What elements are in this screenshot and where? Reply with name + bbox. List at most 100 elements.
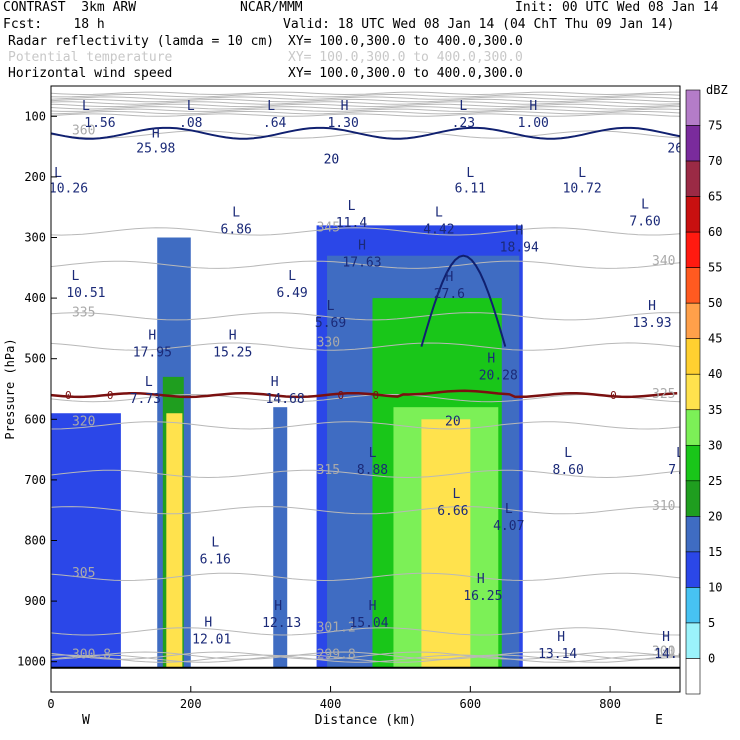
extremum-label: 8.60 xyxy=(553,463,584,478)
extremum-label: 15.25 xyxy=(213,345,252,360)
extremum-label: H xyxy=(148,328,156,343)
colorbar-level-label: 0 xyxy=(708,651,715,665)
freezing-level-label: 0 xyxy=(610,389,617,402)
extremum-label: 12.01 xyxy=(192,633,231,648)
extremum-label: H xyxy=(515,223,523,238)
y-axis-title: Pressure (hPa) xyxy=(3,338,17,439)
theta-contour-upper xyxy=(51,96,680,100)
colorbar-level-label: 65 xyxy=(708,190,722,204)
extremum-label: 6.11 xyxy=(455,182,486,197)
theta-contour xyxy=(51,654,680,663)
colorbar-level-label: 55 xyxy=(708,261,722,275)
extremum-label: H xyxy=(648,299,656,314)
theta-contour xyxy=(51,130,680,139)
extremum-label: L xyxy=(267,99,275,114)
colorbar-swatch xyxy=(685,516,701,553)
extremum-label: L xyxy=(82,99,90,114)
colorbar-level-label: 70 xyxy=(708,154,722,168)
colorbar-swatch xyxy=(685,160,701,197)
colorbar-swatch xyxy=(685,267,701,304)
colorbar-level-label: 75 xyxy=(708,119,722,133)
freezing-level-label: 0 xyxy=(372,389,379,402)
extremum-label: H xyxy=(229,328,237,343)
colorbar-level-label: 60 xyxy=(708,225,722,239)
extremum-label: L xyxy=(435,205,443,220)
y-tick-label: 500 xyxy=(24,352,46,366)
reflectivity-column xyxy=(51,413,121,668)
x-tick-label: 800 xyxy=(599,697,621,711)
extremum-label: H xyxy=(557,630,565,645)
extremum-label: .64 xyxy=(263,116,287,131)
colorbar-swatch xyxy=(685,125,701,162)
theta-contour-label: 301.2 xyxy=(317,620,356,635)
extremum-label: H xyxy=(487,351,495,366)
field-xy-theta: XY= 100.0,300.0 to 400.0,300.0 xyxy=(288,50,523,65)
colorbar-unit: dBZ xyxy=(706,83,728,97)
extremum-label: L xyxy=(72,269,80,284)
theta-contour-label: 300.5 xyxy=(652,645,691,660)
theta-contour-upper xyxy=(51,113,680,117)
extremum-label: L xyxy=(232,205,240,220)
extremum-label: 5.69 xyxy=(315,316,346,331)
theta-contour-label: 310 xyxy=(652,499,675,514)
theta-contour xyxy=(51,506,680,515)
colorbar-swatch xyxy=(685,373,701,411)
y-tick-label: 900 xyxy=(24,594,46,608)
extremum-label: .08 xyxy=(179,116,202,131)
colorbar-swatch xyxy=(685,551,701,588)
colorbar-swatch xyxy=(685,409,701,446)
colorbar-swatch xyxy=(685,480,701,517)
extremum-label: L xyxy=(505,502,513,517)
extremum-label: 4.42 xyxy=(423,222,454,237)
colorbar-level-label: 50 xyxy=(708,296,722,310)
x-tick-label: 400 xyxy=(320,697,342,711)
theta-contour xyxy=(51,312,680,321)
theta-contour-upper xyxy=(51,106,680,110)
center-title: NCAR/MMM xyxy=(240,0,303,15)
extremum-label: H xyxy=(204,616,212,631)
extremum-label: 12.13 xyxy=(262,616,301,631)
x-tick-label: 0 xyxy=(47,697,54,711)
extremum-label: H xyxy=(529,99,537,114)
theta-contour xyxy=(51,393,680,403)
theta-contour xyxy=(51,421,680,430)
theta-contour-upper xyxy=(51,103,680,108)
colorbar-swatch xyxy=(685,196,701,233)
theta-contour-upper xyxy=(51,110,680,115)
extremum-label: L xyxy=(466,166,474,181)
extremum-label: 7.73 xyxy=(130,392,161,407)
theta-contour xyxy=(51,627,680,636)
colorbar-swatch xyxy=(685,587,701,624)
valid-time: Valid: 18 UTC Wed 08 Jan 14 (04 ChT Thu … xyxy=(283,17,675,32)
field-label-theta: Potential temperature xyxy=(8,50,173,65)
extremum-label: 10.26 xyxy=(49,182,88,197)
extremum-label: L xyxy=(459,99,467,114)
east-label: E xyxy=(655,713,663,728)
extremum-label: H xyxy=(152,127,160,142)
colorbar-swatch xyxy=(685,658,701,695)
y-tick-label: 1000 xyxy=(17,655,46,669)
extremum-label: 1.30 xyxy=(327,116,358,131)
freezing-level-label: 0 xyxy=(65,389,72,402)
extremum-label: 18.94 xyxy=(500,240,539,255)
extremum-label: 6.49 xyxy=(276,286,307,301)
extremum-label: 20.28 xyxy=(479,368,518,383)
extremum-label: 7.2 xyxy=(668,463,691,478)
extremum-label: 14.68 xyxy=(266,392,305,407)
x-tick-label: 200 xyxy=(180,697,202,711)
model-title: CONTRAST 3km ARW xyxy=(3,0,137,15)
extremum-label: 1.00 xyxy=(518,116,549,131)
theta-contour-label: 330 xyxy=(317,336,340,351)
colorbar-level-label: 40 xyxy=(708,367,722,381)
wind-speed-contour xyxy=(51,126,680,140)
wind-contour-label: 20 xyxy=(324,153,340,168)
y-tick-label: 100 xyxy=(24,109,46,123)
y-tick-label: 700 xyxy=(24,473,46,487)
colorbar-level-label: 30 xyxy=(708,438,722,452)
extremum-label: 13.93 xyxy=(632,316,671,331)
theta-contour-upper xyxy=(51,91,680,96)
colorbar-swatch xyxy=(685,231,701,268)
reflectivity-column xyxy=(166,413,183,668)
extremum-label: H xyxy=(271,375,279,390)
